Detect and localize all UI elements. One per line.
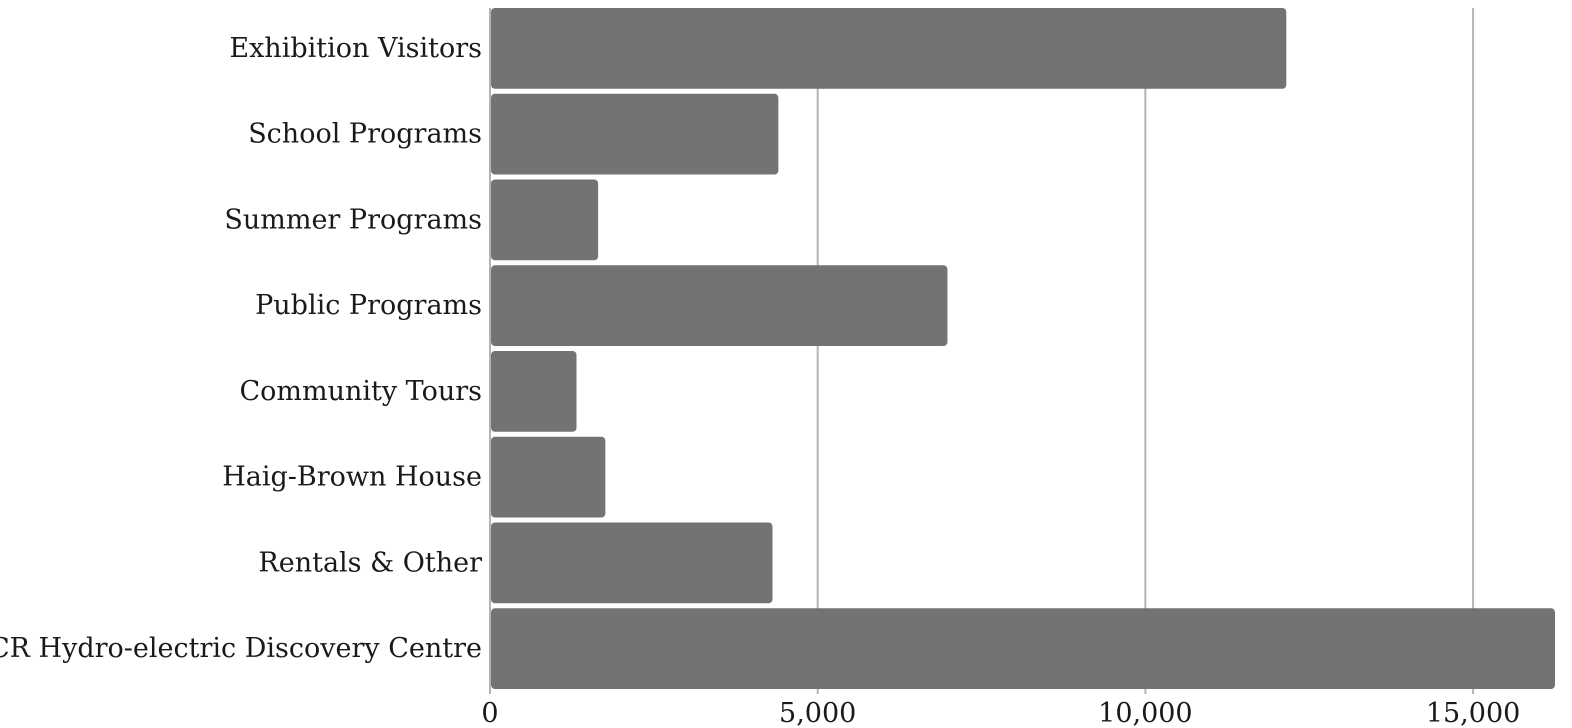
category-label-cr-hydro-electric-discovery-centre: CR Hydro-electric Discovery Centre: [0, 633, 482, 664]
x-tick-label-0: 0: [481, 698, 498, 728]
category-label-community-tours: Community Tours: [239, 376, 482, 407]
category-label-summer-programs: Summer Programs: [224, 204, 482, 235]
category-label-haig-brown-house: Haig-Brown House: [222, 462, 482, 493]
category-labels: Exhibition Visitors School Programs Summer…: [0, 33, 482, 664]
category-label-rentals-other: Rentals & Other: [258, 547, 482, 578]
bar-school-programs: [491, 93, 779, 175]
bar-public-programs: [491, 265, 948, 346]
bar-summer-programs: [491, 179, 599, 261]
x-axis-tick-labels: 0 5,000 10,000 15,000: [481, 698, 1520, 728]
category-label-school-programs: School Programs: [248, 119, 482, 150]
category-label-public-programs: Public Programs: [255, 290, 482, 321]
x-tick-label-15000: 15,000: [1426, 698, 1520, 728]
category-label-exhibition-visitors: Exhibition Visitors: [229, 33, 482, 64]
bar-exhibition-visitors: [491, 8, 1287, 89]
bar-community-tours: [491, 351, 577, 432]
bar-cr-hydro-electric-discovery-centre: [491, 608, 1555, 689]
x-tick-label-10000: 10,000: [1098, 698, 1192, 728]
gridlines: [489, 8, 1475, 694]
bar-haig-brown-house: [491, 436, 606, 518]
bars: [491, 8, 1555, 689]
x-tick-label-5000: 5,000: [779, 698, 856, 728]
bar-rentals-other: [491, 522, 773, 604]
